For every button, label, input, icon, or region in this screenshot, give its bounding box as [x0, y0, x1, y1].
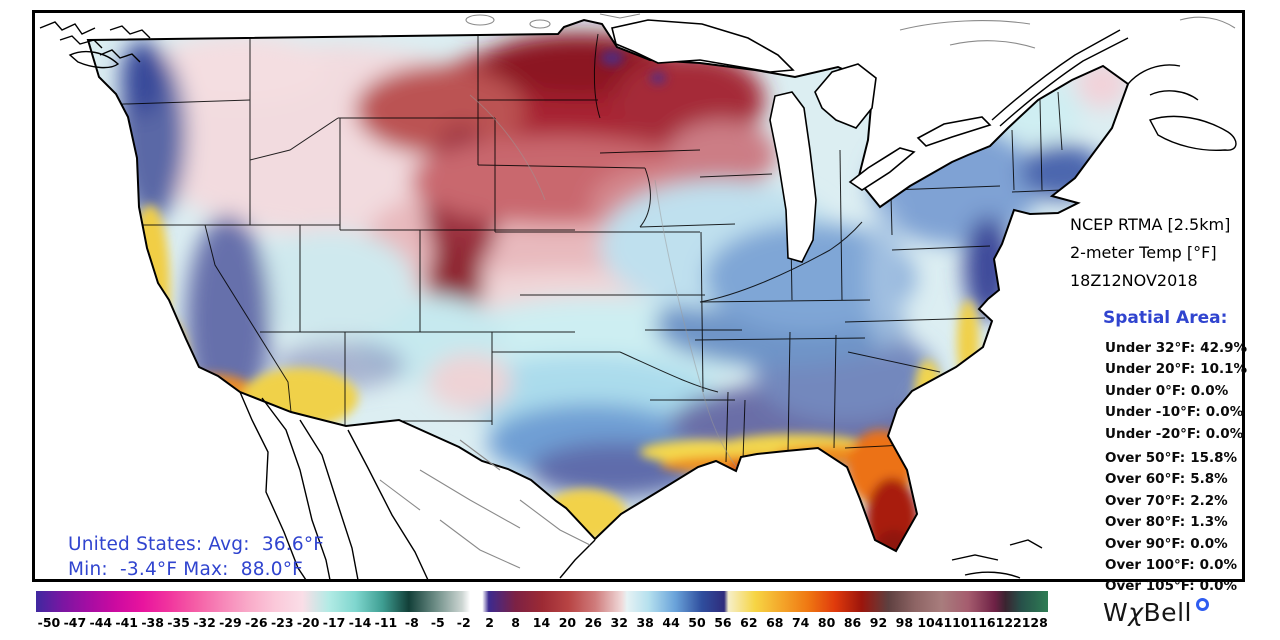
- colorbar-tick: -17: [322, 615, 346, 630]
- spatial-area-heading: Spatial Area:: [1103, 308, 1228, 328]
- weatherbell-logo: WχBell: [1103, 598, 1209, 627]
- colorbar-tick: -50: [37, 615, 61, 630]
- us-outline: [86, 18, 1130, 553]
- colorbar-tick: 44: [662, 615, 680, 630]
- colorbar-tick: 98: [895, 615, 914, 630]
- colorbar-tick: -41: [115, 615, 139, 630]
- colorbar-tick: -14: [348, 615, 372, 630]
- colorbar-tick: 32: [610, 615, 628, 630]
- product-timestamp: 18Z12NOV2018: [1070, 271, 1198, 290]
- stat-row: Under 0°F: 0.0%: [1105, 382, 1229, 399]
- over-threshold-stats: Over 50°F: 15.8% Over 60°F: 5.8% Over 70°F: 2…: [1105, 450, 1265, 600]
- colorbar-tick: 14: [532, 615, 551, 630]
- colorbar-tick: 110: [943, 615, 970, 630]
- colorbar-tick: 86: [843, 615, 862, 630]
- colorbar-tick: 38: [636, 615, 654, 630]
- stat-row: Over 50°F: 15.8%: [1105, 450, 1238, 466]
- product-variable: 2-meter Temp [°F]: [1070, 243, 1217, 262]
- great-lakes: [611, 19, 992, 263]
- product-title: NCEP RTMA [2.5km]: [1070, 215, 1231, 234]
- colorbar-tick: 56: [714, 615, 732, 630]
- colorbar-tick: 62: [740, 615, 758, 630]
- colorbar-tick: 128: [1021, 615, 1048, 630]
- colorbar-tick: -26: [245, 615, 268, 630]
- stat-row: Over 100°F: 0.0%: [1105, 556, 1238, 573]
- stat-row: Under 32°F: 42.9%: [1105, 340, 1248, 356]
- degree-ring-icon: [1195, 598, 1209, 611]
- colorbar-tick: 80: [817, 615, 836, 630]
- colorbar-tick: -35: [167, 615, 190, 630]
- colorbar-tick: -2: [456, 615, 471, 630]
- colorbar-tick: 20: [558, 615, 577, 630]
- colorbar-tick: 50: [688, 615, 706, 630]
- colorbar-tick: -23: [270, 615, 294, 630]
- colorbar-tick: 104: [917, 615, 944, 630]
- colorbar-tick: -5: [430, 615, 445, 630]
- lake-huron: [814, 63, 877, 129]
- stat-row: Under -10°F: 0.0%: [1105, 404, 1244, 421]
- colorbar-tick: -47: [63, 615, 87, 630]
- canada-coastlines: [39, 13, 1237, 152]
- colorbar-ticks: -50 -47 -44 -41 -38 -35 -32 -29 -26 -23 -20 -17 -14-…: [36, 615, 1048, 630]
- colorbar-tick: -20: [296, 615, 320, 630]
- summary-min-max: Min: -3.4°F Max: 88.0°F: [68, 559, 304, 580]
- colorbar-tick: 2: [485, 615, 494, 630]
- colorbar-tick: 116: [969, 615, 996, 630]
- colorbar-tick: 122: [995, 615, 1022, 630]
- mexico-coastlines: [239, 391, 1043, 580]
- lake-ontario: [916, 116, 992, 147]
- stat-row: Over 90°F: 0.0%: [1105, 535, 1228, 552]
- temperature-field: [88, 20, 1128, 551]
- colorbar-tick: -11: [374, 615, 398, 630]
- summary-avg: United States: Avg: 36.6°F: [68, 534, 325, 555]
- stat-row: Under 20°F: 10.1%: [1105, 361, 1248, 378]
- stat-row: Over 80°F: 1.3%: [1105, 514, 1228, 531]
- colorbar-tick: 8: [511, 615, 520, 630]
- conus-temperature-map: [39, 13, 1237, 580]
- colorbar-tick: -38: [141, 615, 164, 630]
- stat-row: Over 70°F: 2.2%: [1105, 492, 1228, 509]
- lake-erie: [848, 147, 916, 191]
- colorbar-tick: 74: [791, 615, 810, 630]
- stat-row: Under -20°F: 0.0%: [1105, 425, 1244, 442]
- colorbar-gradient: [36, 591, 1048, 612]
- colorbar-tick: 68: [766, 615, 784, 630]
- colorbar-tick: -32: [193, 615, 216, 630]
- lake-michigan: [769, 91, 817, 263]
- stat-row: Over 105°F: 0.0%: [1105, 578, 1238, 595]
- colorbar-tick: 92: [869, 615, 888, 630]
- state-borders: [94, 33, 1063, 469]
- stat-row: Over 60°F: 5.8%: [1105, 471, 1228, 488]
- colorbar-tick: -8: [404, 615, 419, 630]
- colorbar-tick: -29: [219, 615, 242, 630]
- chi-glyph: χ: [1128, 598, 1144, 627]
- colorbar-tick: 26: [584, 615, 603, 630]
- under-threshold-stats: Under 32°F: 42.9% Under 20°F: 10.1% Under 0°…: [1105, 340, 1265, 447]
- colorbar-tick: -44: [89, 615, 113, 630]
- lake-superior: [611, 19, 795, 73]
